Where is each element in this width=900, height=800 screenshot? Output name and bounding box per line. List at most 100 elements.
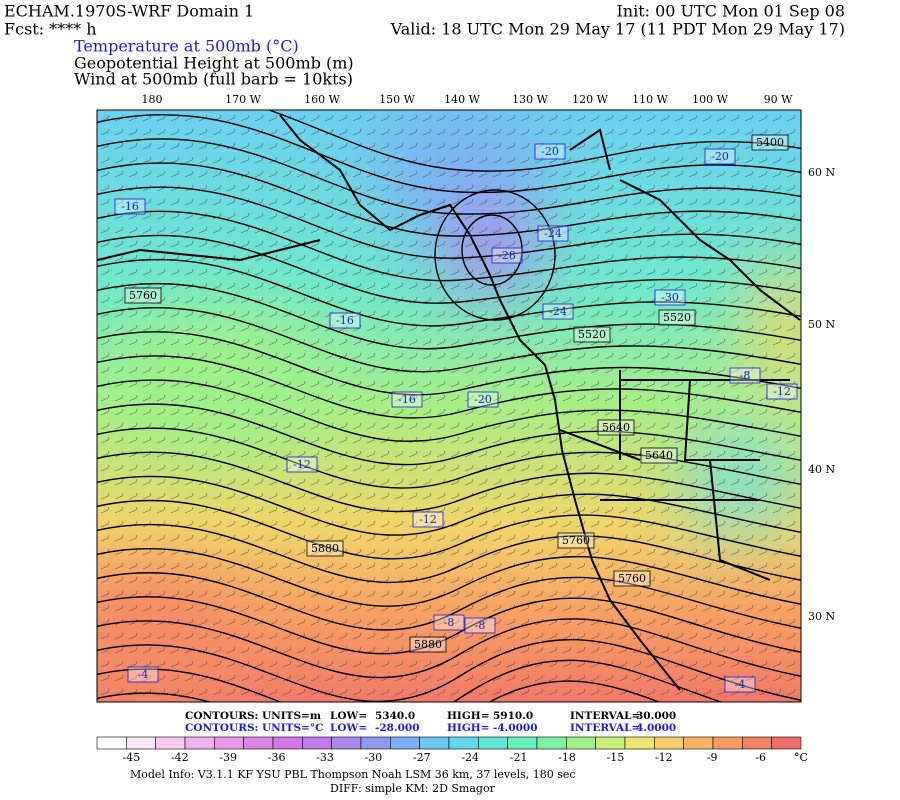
temperature-label: -12	[419, 513, 437, 526]
longitude-label: 160 W	[304, 93, 340, 106]
colorbar-swatch	[243, 736, 274, 750]
wind-barbs	[97, 110, 801, 702]
longitude-label: 170 W	[225, 93, 261, 106]
contour-line	[97, 475, 801, 536]
contour-info: CONTOURS:	[185, 722, 258, 734]
contour-info: INTERVAL=	[570, 710, 640, 722]
field-wind: Wind at 500mb (full barb = 10kts)	[74, 70, 353, 89]
latitude-labels: 60 N 50 N 40 N 30 N	[808, 166, 835, 623]
colorbar-label: -45	[123, 751, 141, 764]
temperature-label-box	[329, 312, 361, 329]
contour-line	[97, 451, 801, 513]
longitude-label: 110 W	[632, 93, 668, 106]
colorbar-label: -21	[510, 751, 528, 764]
contour-info: 4.0000	[636, 722, 676, 734]
temperature-label: -20	[541, 145, 559, 158]
temperature-label: -8	[444, 616, 455, 629]
contour-info: CONTOURS:	[185, 710, 258, 722]
contour-line	[97, 547, 801, 607]
contour-info: -4.0000	[493, 722, 538, 734]
contour-line	[97, 379, 801, 443]
temperature-label: -28	[498, 249, 516, 262]
height-contours	[97, 110, 801, 702]
temperature-label-box	[286, 456, 318, 473]
temperature-label: -20	[474, 393, 492, 406]
contour-info: 5340.0	[375, 710, 415, 722]
contour-info: -28.000	[375, 722, 420, 734]
contour-info: HIGH=	[447, 710, 490, 722]
contour-info: INTERVAL=	[570, 722, 640, 734]
colorbar-swatch	[536, 736, 567, 750]
coastlines	[97, 114, 801, 691]
model-title: ECHAM.1970S-WRF Domain 1	[4, 2, 254, 21]
height-label: 5760	[618, 572, 646, 585]
temperature-label-box	[654, 289, 686, 306]
colorbar-label: -15	[607, 751, 625, 764]
height-label-box	[658, 309, 696, 326]
temperature-label-box	[724, 676, 756, 693]
colorbar-swatch	[624, 736, 655, 750]
contour-info: 5910.0	[493, 710, 533, 722]
colorbar-swatch	[712, 736, 743, 750]
contour-line	[97, 403, 801, 466]
longitude-labels: 180 170 W 160 W 150 W 140 W 130 W 120 W 110 W 10…	[142, 93, 794, 106]
latitude-label: 50 N	[808, 318, 835, 331]
colorbar-label: -6	[755, 751, 766, 764]
longitude-label: 130 W	[512, 93, 548, 106]
colorbar-swatch	[390, 736, 420, 750]
colorbar-swatch	[302, 736, 332, 750]
temperature-label-box	[729, 367, 761, 384]
colorbar-swatch	[595, 736, 626, 750]
colorbar-label: -24	[461, 751, 479, 764]
height-label: 5520	[578, 328, 606, 341]
temperature-label-box	[412, 511, 444, 528]
height-label-box	[640, 447, 678, 464]
colorbar-label: -36	[268, 751, 286, 764]
temperature-label-box	[467, 391, 499, 408]
temperature-label: -16	[121, 200, 139, 213]
colorbar-label: -30	[365, 751, 383, 764]
colorbar-swatch	[331, 736, 362, 750]
longitude-label: 140 W	[444, 93, 480, 106]
latitude-label: 40 N	[808, 463, 835, 476]
map-area: -16 -20 -20 -24 -28 -30 -24 -16 -16 -20 -8 -12 -12 -1…	[97, 110, 801, 702]
colorbar-label: -42	[171, 751, 189, 764]
low-center-contour	[434, 189, 556, 321]
temperature-label: -12	[773, 385, 791, 398]
colorbar-label: -27	[413, 751, 431, 764]
contour-line	[97, 331, 801, 396]
height-label: 5760	[562, 534, 590, 547]
longitude-label: 100 W	[692, 93, 728, 106]
colorbar-swatch	[126, 736, 156, 750]
longitude-label: 150 W	[379, 93, 415, 106]
temperature-label: -20	[711, 150, 729, 163]
contour-line	[266, 110, 801, 172]
colorbar-swatch	[419, 736, 450, 750]
temperature-label: -4	[735, 678, 746, 691]
contour-line	[97, 596, 801, 655]
latitude-label: 30 N	[808, 610, 835, 623]
temperature-labels: -16 -20 -20 -24 -28 -30 -24 -16 -16 -20 -8 -12 -12 -1…	[114, 143, 798, 693]
colorbar-swatch	[507, 736, 538, 750]
height-label: 5520	[663, 311, 691, 324]
colorbar-swatch	[683, 736, 714, 750]
temperature-label-box	[127, 666, 159, 683]
diff-info: DIFF: simple KM: 2D Smagor	[330, 782, 496, 795]
temperature-label-box	[704, 148, 736, 165]
colorbar-label: -33	[316, 751, 334, 764]
colorbar-swatch	[654, 736, 684, 750]
colorbar-label: -12	[655, 751, 673, 764]
map-frame	[96, 109, 802, 703]
colorbar-swatch	[771, 736, 802, 750]
temperature-label-box	[464, 617, 496, 634]
colorbar-swatch	[272, 736, 303, 750]
temperature-label-box	[537, 225, 569, 242]
temperature-label-box	[491, 247, 523, 264]
height-label-box	[557, 532, 595, 549]
colorbar-label: -9	[707, 751, 718, 764]
contour-line	[97, 186, 801, 259]
contour-line	[97, 210, 801, 282]
temperature-label-box	[114, 198, 146, 215]
colorbar-swatch	[214, 736, 244, 750]
contour-info: LOW=	[330, 722, 367, 734]
